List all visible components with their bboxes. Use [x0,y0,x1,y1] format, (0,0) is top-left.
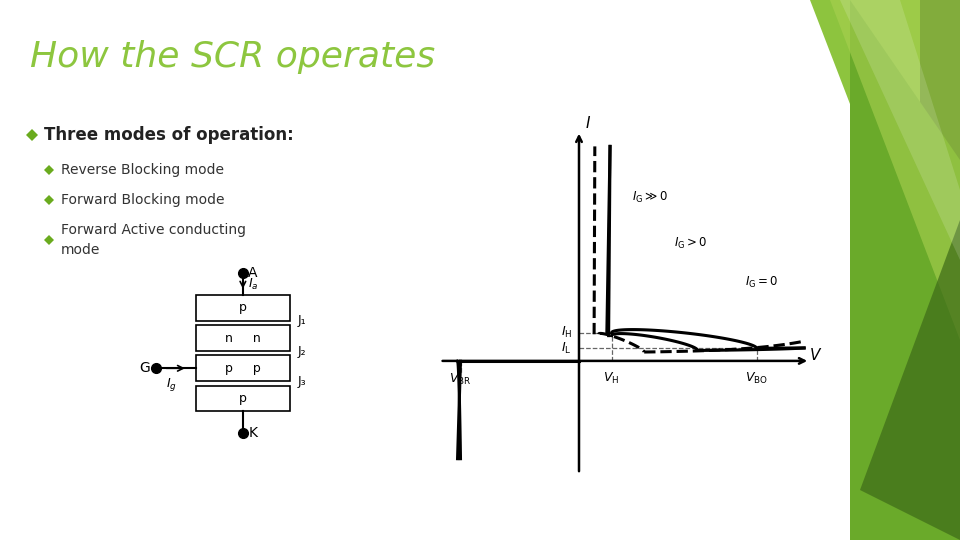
Text: n     n: n n [225,332,261,345]
Polygon shape [850,0,960,540]
Polygon shape [26,129,38,141]
Text: Three modes of operation:: Three modes of operation: [44,126,294,144]
Text: $I_a$: $I_a$ [249,276,259,292]
Polygon shape [44,195,54,205]
Text: $I_\mathrm{G} > 0$: $I_\mathrm{G} > 0$ [674,237,707,252]
Polygon shape [44,235,54,245]
Polygon shape [860,220,960,540]
Polygon shape [810,0,960,390]
Text: $I_\mathrm{G} = 0$: $I_\mathrm{G} = 0$ [745,275,779,291]
Text: $I_\mathrm{G} \gg 0$: $I_\mathrm{G} \gg 0$ [633,190,668,205]
Text: G: G [139,361,150,375]
Text: p: p [239,392,247,405]
Text: How the SCR operates: How the SCR operates [30,40,435,74]
Text: Forward Active conducting
mode: Forward Active conducting mode [61,223,246,256]
Text: $I_\mathrm{L}$: $I_\mathrm{L}$ [562,341,572,356]
Bar [196,295,290,321]
Text: Reverse Blocking mode: Reverse Blocking mode [61,163,224,177]
Text: J₁: J₁ [298,314,306,327]
Text: p     p: p p [225,362,261,375]
Polygon shape [870,0,960,540]
Text: A: A [249,266,257,280]
Polygon shape [44,165,54,175]
Text: J₃: J₃ [298,375,306,388]
Text: J₂: J₂ [298,345,306,357]
Text: http://upload.wikimedia.org/wikipedia/commons/thumb/
/f1/Thyristor_I-V_diagram.s: http://upload.wikimedia.org/wikipedia/co… [453,439,689,470]
Text: $I$: $I$ [585,115,591,131]
Text: $V_\mathrm{BR}$: $V_\mathrm{BR}$ [449,372,471,387]
Bar [196,386,290,411]
Polygon shape [830,0,960,340]
Bar [196,325,290,351]
Bar [196,355,290,381]
Text: $V_\mathrm{BO}$: $V_\mathrm{BO}$ [745,370,768,386]
Text: Forward Blocking mode: Forward Blocking mode [61,193,225,207]
Polygon shape [840,0,960,260]
Text: $I_g$: $I_g$ [166,376,177,393]
Polygon shape [920,0,960,540]
Text: p: p [239,301,247,314]
Text: $I_\mathrm{H}$: $I_\mathrm{H}$ [561,325,572,340]
Text: $V_\mathrm{H}$: $V_\mathrm{H}$ [604,370,620,386]
Text: $V$: $V$ [809,347,823,363]
Text: K: K [249,426,257,440]
